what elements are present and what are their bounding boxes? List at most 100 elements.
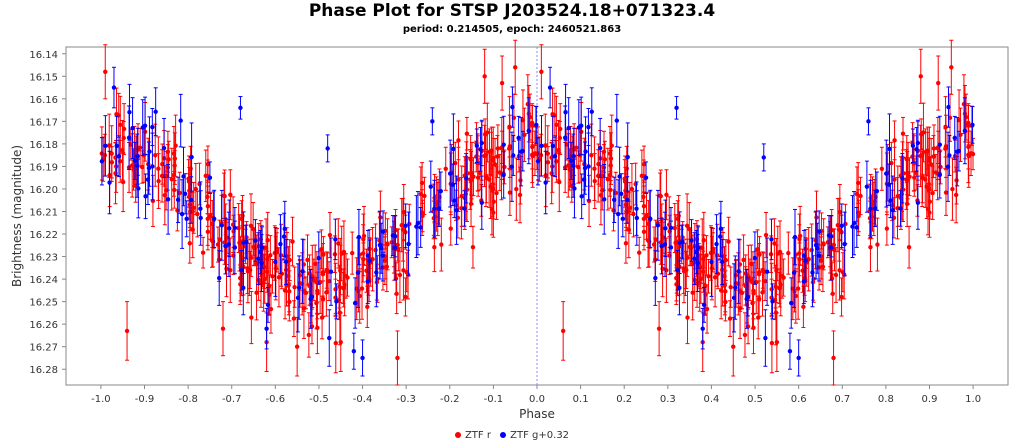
- chart-title: Phase Plot for STSP J203524.18+071323.4: [308, 1, 716, 21]
- ztf-g-point: [223, 217, 228, 275]
- ztf-r-point: [491, 126, 496, 190]
- ztf-g-point: [450, 163, 456, 206]
- ztf-r-point: [265, 234, 270, 284]
- ztf-r-point: [900, 116, 906, 151]
- ztf-r-point: [306, 312, 312, 358]
- ztf-g-point: [733, 255, 738, 320]
- ztf-r-point: [739, 276, 745, 310]
- ztf-g-point: [132, 141, 138, 180]
- ztf-r-point: [839, 277, 844, 317]
- ztf-g-point: [432, 179, 437, 238]
- ztf-r-point: [821, 218, 826, 271]
- ztf-g-point: [945, 131, 951, 202]
- ztf-r-point: [675, 200, 680, 238]
- y-tick-label: 16.20: [29, 185, 58, 196]
- ztf-g-point: [428, 160, 433, 213]
- ztf-g-point: [241, 211, 246, 275]
- ztf-r-point: [833, 247, 839, 303]
- ztf-g-point: [769, 218, 774, 261]
- y-tick-label: 16.15: [29, 72, 58, 83]
- ztf-g-point: [219, 189, 225, 261]
- ztf-g-point: [543, 150, 548, 215]
- legend-label-ztf-r: ZTF r: [464, 430, 491, 441]
- ztf-r-point: [639, 149, 645, 203]
- ztf-r-point: [195, 190, 200, 238]
- ztf-r-point: [492, 138, 498, 191]
- ztf-r-point: [923, 128, 928, 176]
- ztf-r-point: [453, 189, 459, 221]
- ztf-r-point: [797, 224, 802, 283]
- ztf-g-point: [614, 93, 620, 148]
- ztf-r-point: [936, 55, 941, 111]
- ztf-r-point: [248, 193, 254, 259]
- ztf-g-point: [552, 135, 558, 178]
- y-tick-label: 16.25: [29, 298, 58, 309]
- ztf-g-point: [568, 141, 574, 180]
- ztf-g-point: [403, 203, 408, 249]
- ztf-g-point: [970, 106, 975, 144]
- ztf-r-point: [294, 316, 300, 377]
- x-tick-label: -0.7: [222, 394, 242, 405]
- legend-entry-ztf-g: ZTF g+0.32: [500, 430, 569, 441]
- ztf-r-point: [236, 203, 241, 254]
- ztf-r-point: [925, 183, 931, 236]
- ztf-g-point: [111, 66, 117, 109]
- ztf-g-point: [680, 224, 685, 260]
- ztf-g-point: [258, 230, 263, 275]
- ztf-r-point: [539, 44, 544, 100]
- ztf-g-point: [829, 215, 834, 258]
- ztf-r-point: [326, 261, 332, 302]
- legend-entry-ztf-r: ZTF r: [454, 430, 491, 441]
- ztf-r-point: [124, 301, 130, 361]
- x-tick-label: -1.0: [91, 394, 111, 405]
- ztf-g-point: [198, 181, 203, 236]
- ztf-g-point: [178, 93, 183, 148]
- ztf-g-point: [116, 135, 122, 178]
- ztf-r-point: [949, 39, 954, 95]
- ztf-r-point: [772, 218, 777, 269]
- ztf-g-point: [226, 211, 232, 277]
- ztf-g-point: [761, 143, 766, 172]
- ztf-g-point: [586, 107, 591, 147]
- ztf-r-point: [742, 312, 748, 358]
- ztf-r-point: [262, 254, 267, 304]
- ztf-g-point: [937, 151, 942, 199]
- ztf-r-point: [228, 169, 233, 221]
- x-axis-label: Phase: [519, 407, 555, 421]
- ztf-r-point: [602, 140, 608, 178]
- ztf-g-point: [238, 96, 243, 120]
- y-tick-label: 16.18: [29, 140, 58, 151]
- ztf-g-point: [474, 128, 480, 164]
- ztf-r-point: [530, 104, 535, 146]
- ztf-r-point: [448, 211, 453, 246]
- ztf-r-point: [774, 312, 780, 372]
- ztf-g-point: [239, 250, 244, 291]
- ztf-g-point: [714, 214, 719, 274]
- ztf-g-point: [589, 87, 594, 137]
- ztf-r-point: [439, 217, 444, 272]
- ztf-r-point: [778, 252, 783, 317]
- ztf-r-point: [360, 224, 366, 283]
- legend-marker-ztf-g: [500, 432, 507, 438]
- x-tick-label: -0.9: [135, 394, 155, 405]
- ztf-r-point: [203, 149, 208, 203]
- ztf-r-point: [249, 290, 254, 345]
- ztf-r-point: [172, 149, 177, 182]
- ztf-g-point: [161, 117, 167, 179]
- ztf-g-point: [256, 232, 261, 286]
- ztf-g-point: [539, 115, 544, 177]
- ztf-g-point: [264, 307, 269, 350]
- ztf-r-point: [103, 44, 108, 100]
- ztf-g-point: [300, 238, 305, 304]
- ztf-g-point: [850, 195, 855, 259]
- ztf-r-point: [631, 190, 636, 238]
- ztf-r-point: [727, 300, 733, 337]
- y-tick-label: 16.17: [29, 117, 58, 128]
- ztf-g-point: [813, 210, 819, 280]
- ztf-r-point: [404, 252, 409, 293]
- ztf-g-point: [915, 119, 921, 167]
- ztf-g-point: [135, 127, 140, 185]
- x-axis: -1.0 -0.9 -0.8 -0.7 -0.6 -0.5 -0.4 -0.3 -0.2 -0.1…: [91, 385, 981, 405]
- ztf-r-point: [342, 252, 347, 317]
- ztf-g-point: [866, 107, 871, 136]
